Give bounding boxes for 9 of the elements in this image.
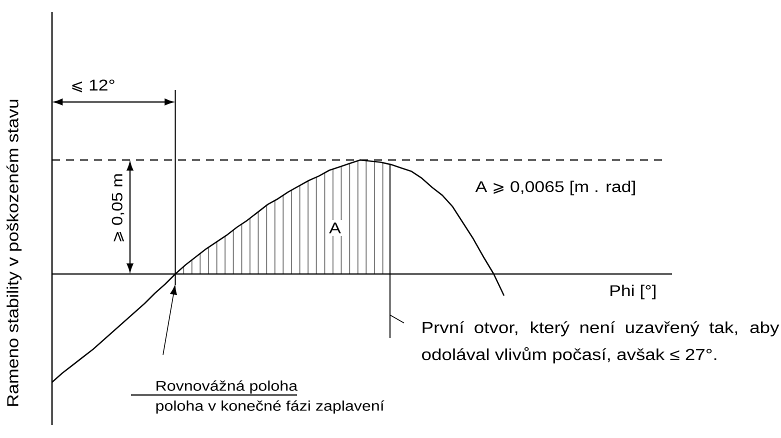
annotation: A ⩾ 0,0065 [m . rad] — [475, 180, 635, 196]
text: ⩽ 12° — [72, 80, 114, 92]
annotation: A — [329, 222, 341, 234]
annotation: ⩾ 0,05 m — [112, 174, 124, 242]
annotation: První otvor, který není uzavřený tak, aby odolával vlivům počasí, avšak ≤ 27°. — [422, 321, 780, 364]
annotation: Rovnovážná poloha — [156, 380, 298, 394]
text: poloha v konečné fázi zaplavení — [156, 400, 384, 414]
y-axis-title: Rameno stability v poškozeném stavu — [6, 100, 22, 406]
text: Phi [°] — [610, 284, 656, 300]
